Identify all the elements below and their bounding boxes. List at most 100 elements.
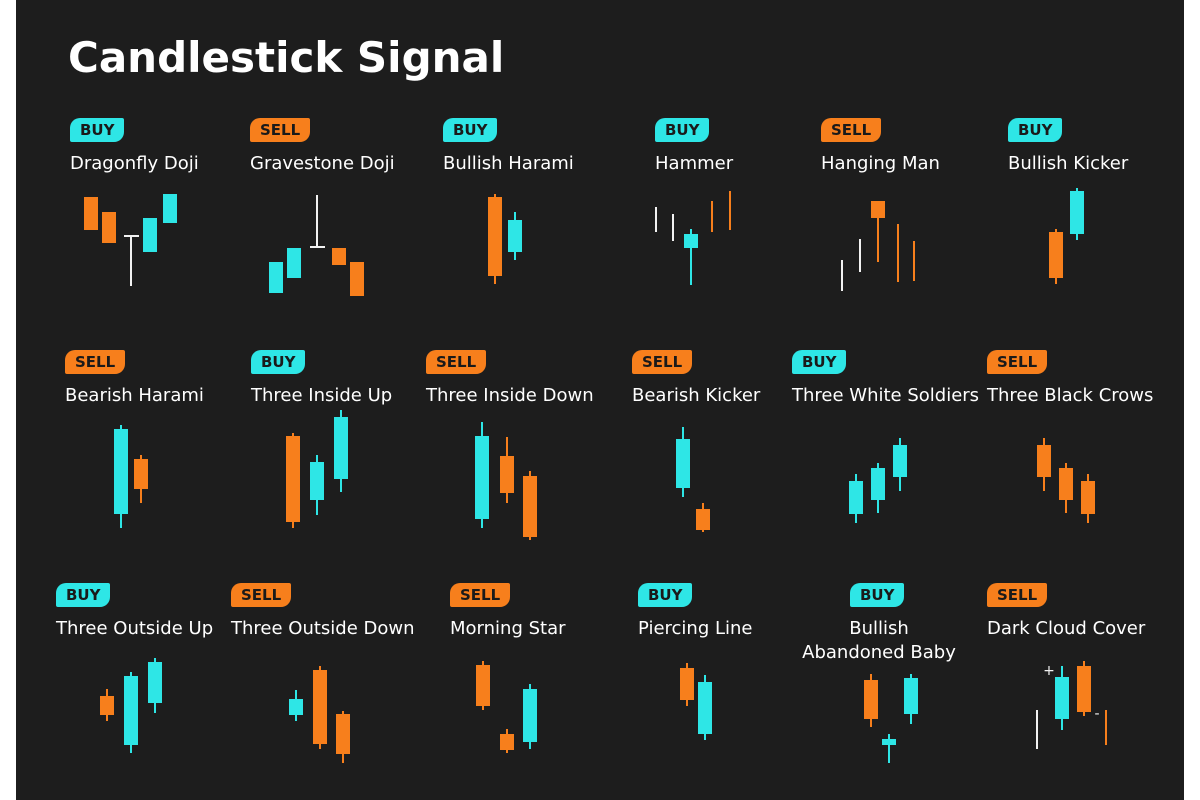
candle-body	[334, 417, 348, 479]
bearish-candle	[1049, 229, 1063, 284]
bullish-candle	[676, 427, 690, 497]
pattern-name: Bearish Kicker	[632, 385, 761, 406]
signal-badge: SELL	[426, 350, 487, 374]
bearish-candle	[313, 666, 327, 749]
candle-body	[864, 680, 878, 719]
candle-body	[1070, 191, 1084, 234]
bearish-candle	[1077, 661, 1091, 716]
candle-body	[893, 445, 907, 477]
bullish-candle	[904, 674, 918, 724]
bullish-candle	[684, 229, 698, 285]
candle-body	[488, 197, 502, 276]
candle-body	[500, 456, 514, 493]
bullish-candle	[269, 262, 283, 293]
bearish-candle	[1037, 438, 1051, 491]
bullish-candle	[849, 474, 863, 523]
candle-body	[287, 248, 301, 278]
candle-body	[476, 665, 490, 706]
bearish-candle	[286, 433, 300, 528]
bearish-candle	[84, 197, 98, 230]
candle-body	[871, 468, 885, 500]
bearish-candle	[102, 212, 116, 243]
candle-body	[882, 739, 896, 745]
pattern-name: Bullish Harami	[443, 153, 574, 174]
pattern-name: Piercing Line	[638, 618, 753, 639]
candle-body	[1059, 468, 1073, 500]
candle-body	[332, 248, 346, 265]
candle-body	[684, 234, 698, 248]
bearish-candle	[350, 262, 364, 296]
bullish-candle	[114, 425, 128, 528]
candle-body	[698, 682, 712, 734]
bullish-candle	[893, 438, 907, 491]
bullish-candle	[124, 672, 138, 753]
page-title: Candlestick Signal	[68, 33, 505, 82]
bearish-candle	[336, 711, 350, 763]
pattern-name: Three Outside Down	[231, 618, 415, 639]
bullish-candle	[523, 684, 537, 749]
candle-body	[286, 436, 300, 522]
candle-body	[102, 212, 116, 243]
bearish-candle	[696, 503, 710, 532]
signal-badge: SELL	[987, 583, 1048, 607]
candle-body	[696, 509, 710, 530]
candle-body	[523, 689, 537, 742]
plus-mark: +	[1043, 663, 1055, 679]
bullish-candle	[287, 248, 301, 278]
pattern-name: Dark Cloud Cover	[987, 618, 1146, 639]
pattern-name: Three Inside Down	[426, 385, 594, 406]
candle-body	[849, 481, 863, 514]
bearish-candle	[488, 194, 502, 284]
candle-body	[289, 699, 303, 715]
bearish-candle	[500, 729, 514, 753]
signal-badge: SELL	[231, 583, 292, 607]
bullish-candle	[698, 675, 712, 740]
candle-body	[313, 670, 327, 744]
pattern-name: Morning Star	[450, 618, 566, 639]
pattern-name: Three White Soldiers	[792, 385, 980, 406]
candle-body	[100, 696, 114, 715]
pattern-name: Bullish Abandoned Baby	[802, 618, 956, 663]
bearish-candle	[1081, 474, 1095, 523]
signal-badge: BUY	[792, 350, 847, 374]
candle-body	[269, 262, 283, 293]
candle-body	[904, 678, 918, 714]
signal-badge: BUY	[638, 583, 693, 607]
bearish-candle	[1059, 463, 1073, 513]
candle-body	[500, 734, 514, 750]
bullish-candle	[871, 463, 885, 513]
candle-body	[114, 429, 128, 514]
candle-body	[143, 218, 157, 252]
pattern-name: Three Black Crows	[987, 385, 1154, 406]
signal-badge: SELL	[65, 350, 126, 374]
bullish-candle	[508, 212, 522, 260]
signal-badge: SELL	[250, 118, 311, 142]
candle-body	[350, 262, 364, 296]
bearish-candle	[680, 663, 694, 706]
candle-body	[508, 220, 522, 252]
signal-badge: BUY	[443, 118, 498, 142]
minus-mark: -	[1094, 706, 1099, 722]
bearish-candle	[500, 437, 514, 503]
bullish-candle	[882, 734, 896, 763]
candle-body	[134, 459, 148, 489]
bullish-candle	[310, 455, 324, 515]
bullish-candle	[148, 658, 162, 713]
bearish-candle	[523, 471, 537, 540]
bullish-candle	[1070, 188, 1084, 240]
signal-badge: BUY	[850, 583, 905, 607]
pattern-name: Bullish Kicker	[1008, 153, 1129, 174]
bearish-candle	[134, 455, 148, 503]
bullish-candle	[334, 410, 348, 492]
candle-body	[676, 439, 690, 488]
